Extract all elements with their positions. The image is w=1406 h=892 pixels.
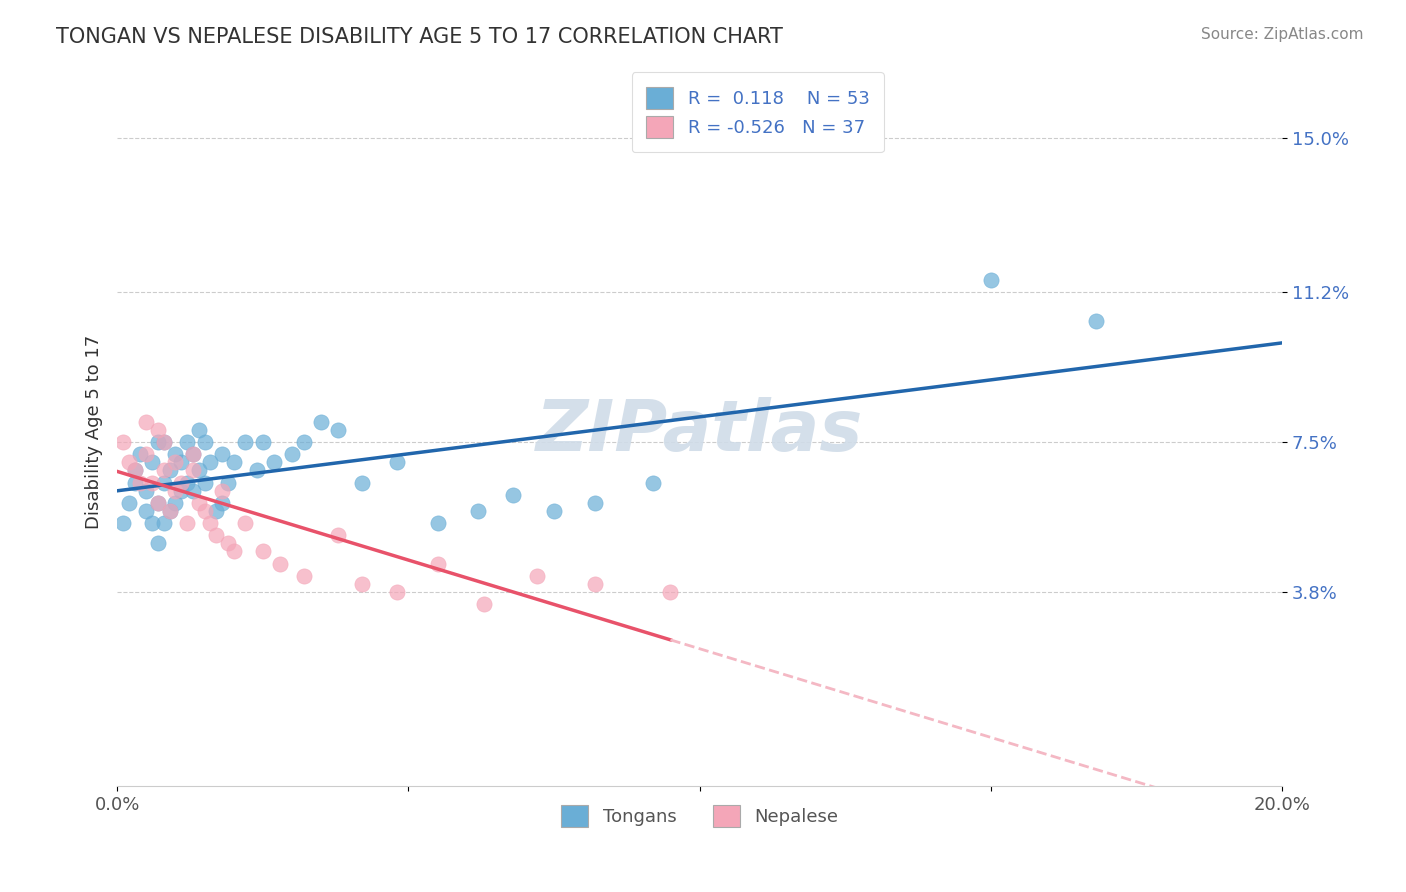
- Point: [141, 516, 163, 530]
- Point: [426, 516, 449, 530]
- Point: [141, 475, 163, 490]
- Text: Source: ZipAtlas.com: Source: ZipAtlas.com: [1201, 27, 1364, 42]
- Point: [152, 475, 174, 490]
- Point: [193, 435, 215, 450]
- Point: [269, 557, 291, 571]
- Point: [467, 504, 489, 518]
- Point: [111, 516, 134, 530]
- Point: [159, 463, 181, 477]
- Point: [129, 475, 152, 490]
- Point: [118, 455, 141, 469]
- Point: [292, 569, 315, 583]
- Point: [246, 463, 269, 477]
- Point: [350, 475, 373, 490]
- Point: [187, 463, 209, 477]
- Point: [124, 463, 146, 477]
- Point: [146, 496, 169, 510]
- Point: [328, 528, 350, 542]
- Point: [502, 488, 524, 502]
- Point: [152, 463, 174, 477]
- Point: [187, 423, 209, 437]
- Point: [152, 435, 174, 450]
- Point: [170, 483, 193, 498]
- Point: [526, 569, 548, 583]
- Point: [233, 435, 256, 450]
- Point: [385, 455, 408, 469]
- Legend: Tongans, Nepalese: Tongans, Nepalese: [554, 797, 845, 834]
- Point: [1084, 313, 1107, 327]
- Point: [141, 455, 163, 469]
- Point: [200, 516, 222, 530]
- Point: [641, 475, 664, 490]
- Point: [211, 496, 233, 510]
- Point: [252, 544, 274, 558]
- Point: [146, 536, 169, 550]
- Point: [159, 504, 181, 518]
- Point: [135, 415, 157, 429]
- Point: [165, 496, 187, 510]
- Point: [159, 504, 181, 518]
- Point: [193, 504, 215, 518]
- Point: [543, 504, 565, 518]
- Point: [211, 447, 233, 461]
- Point: [217, 536, 239, 550]
- Point: [129, 447, 152, 461]
- Point: [152, 435, 174, 450]
- Point: [181, 447, 204, 461]
- Point: [118, 496, 141, 510]
- Point: [200, 455, 222, 469]
- Point: [472, 597, 495, 611]
- Point: [135, 447, 157, 461]
- Point: [205, 528, 228, 542]
- Point: [187, 496, 209, 510]
- Point: [176, 435, 198, 450]
- Point: [193, 475, 215, 490]
- Point: [350, 577, 373, 591]
- Point: [124, 475, 146, 490]
- Point: [146, 496, 169, 510]
- Point: [152, 516, 174, 530]
- Point: [176, 516, 198, 530]
- Point: [292, 435, 315, 450]
- Point: [659, 585, 682, 599]
- Point: [281, 447, 304, 461]
- Point: [135, 483, 157, 498]
- Point: [980, 273, 1002, 287]
- Text: TONGAN VS NEPALESE DISABILITY AGE 5 TO 17 CORRELATION CHART: TONGAN VS NEPALESE DISABILITY AGE 5 TO 1…: [56, 27, 783, 46]
- Point: [181, 463, 204, 477]
- Point: [170, 455, 193, 469]
- Point: [263, 455, 285, 469]
- Text: ZIPatlas: ZIPatlas: [536, 398, 863, 467]
- Point: [176, 475, 198, 490]
- Point: [309, 415, 332, 429]
- Point: [146, 435, 169, 450]
- Point: [222, 544, 245, 558]
- Point: [217, 475, 239, 490]
- Point: [111, 435, 134, 450]
- Y-axis label: Disability Age 5 to 17: Disability Age 5 to 17: [86, 334, 103, 529]
- Point: [222, 455, 245, 469]
- Point: [328, 423, 350, 437]
- Point: [165, 483, 187, 498]
- Point: [583, 496, 606, 510]
- Point: [170, 475, 193, 490]
- Point: [385, 585, 408, 599]
- Point: [135, 504, 157, 518]
- Point: [252, 435, 274, 450]
- Point: [181, 447, 204, 461]
- Point: [233, 516, 256, 530]
- Point: [205, 504, 228, 518]
- Point: [211, 483, 233, 498]
- Point: [181, 483, 204, 498]
- Point: [124, 463, 146, 477]
- Point: [165, 447, 187, 461]
- Point: [583, 577, 606, 591]
- Point: [165, 455, 187, 469]
- Point: [146, 423, 169, 437]
- Point: [426, 557, 449, 571]
